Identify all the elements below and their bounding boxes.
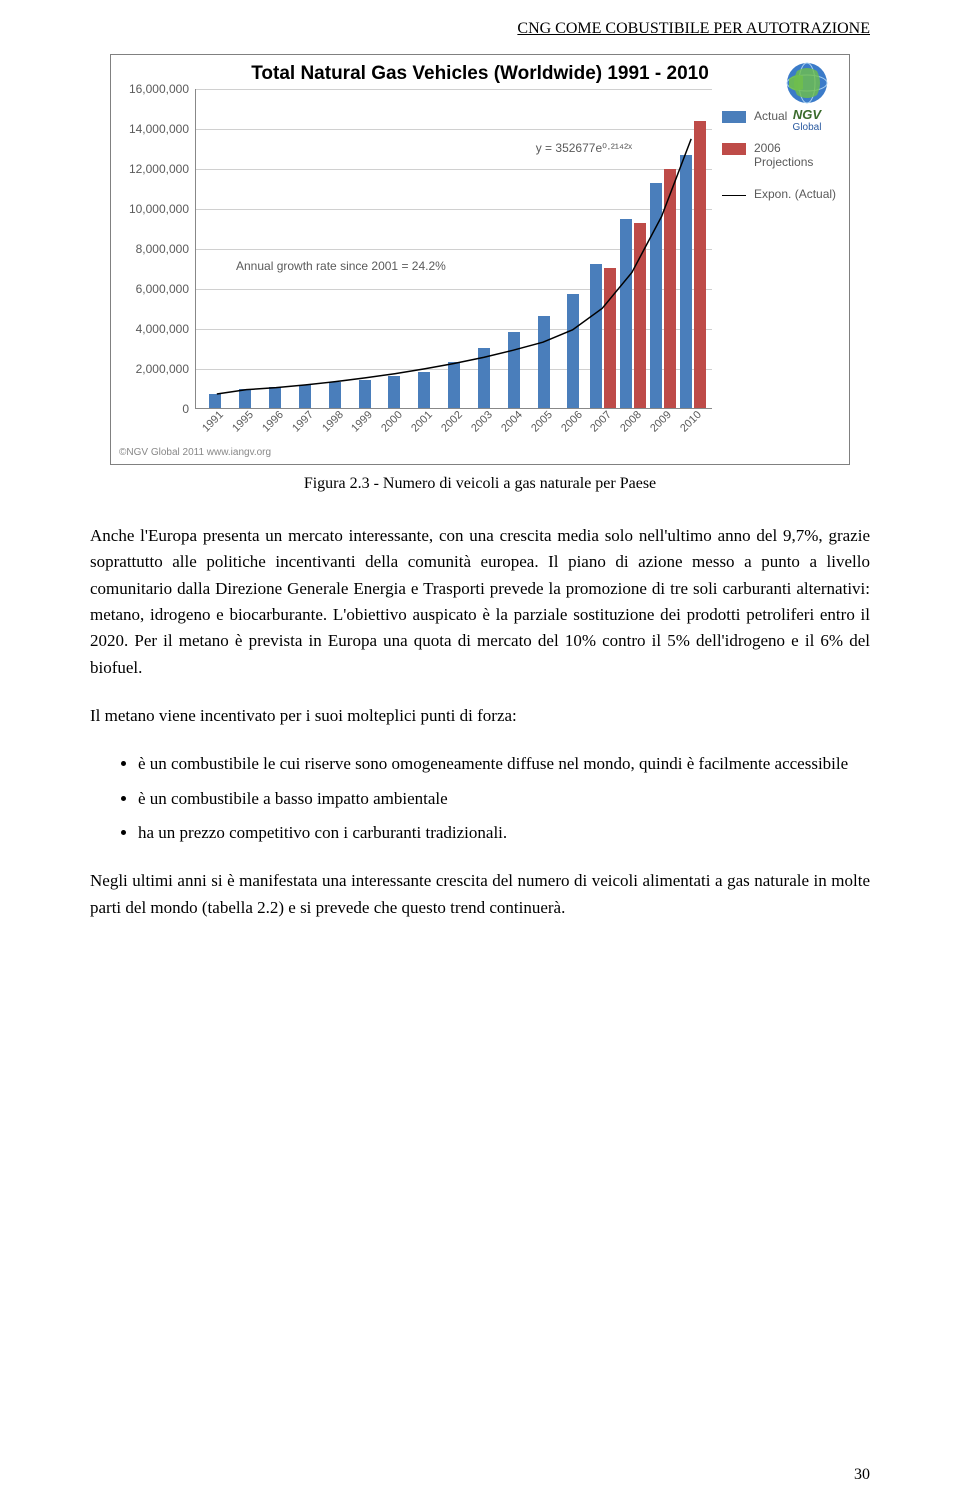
- bar-group: [232, 89, 259, 408]
- swatch-projection: [722, 143, 746, 155]
- bar-actual: [329, 382, 341, 408]
- bars-container: [196, 89, 712, 408]
- y-tick-label: 2,000,000: [136, 362, 189, 376]
- chart-container: Total Natural Gas Vehicles (Worldwide) 1…: [110, 54, 850, 465]
- bar-actual: [508, 332, 520, 408]
- legend-expon-label: Expon. (Actual): [754, 187, 836, 201]
- bar-actual: [239, 389, 251, 408]
- bar-group: [470, 89, 497, 408]
- y-tick-label: 8,000,000: [136, 242, 189, 256]
- bar-actual: [209, 394, 221, 408]
- bar-actual: [269, 387, 281, 408]
- bar-actual: [359, 380, 371, 408]
- bar-group: [351, 89, 378, 408]
- bar-actual: [448, 362, 460, 408]
- y-axis: 02,000,0004,000,0006,000,0008,000,00010,…: [113, 89, 195, 409]
- bar-projection: [634, 223, 646, 408]
- bar-actual: [620, 219, 632, 408]
- swatch-actual: [722, 111, 746, 123]
- bar-actual: [650, 183, 662, 408]
- y-tick-label: 16,000,000: [129, 82, 189, 96]
- bar-group: [620, 89, 647, 408]
- bar-group: [530, 89, 557, 408]
- paragraph-2: Il metano viene incentivato per i suoi m…: [90, 703, 870, 729]
- y-tick-label: 10,000,000: [129, 202, 189, 216]
- legend-projection-label: 2006 Projections: [754, 141, 841, 169]
- bar-group: [560, 89, 587, 408]
- page-header: CNG COME COBUSTIBILE PER AUTOTRAZIONE: [90, 0, 870, 48]
- bar-group: [679, 89, 706, 408]
- legend-projection: 2006 Projections: [722, 141, 841, 169]
- bar-projection: [604, 268, 616, 408]
- bar-projection: [664, 169, 676, 408]
- bar-actual: [418, 372, 430, 408]
- bullet-item: ha un prezzo competitivo con i carburant…: [138, 820, 870, 846]
- legend: Actual 2006 Projections Expon. (Actual): [712, 89, 847, 409]
- bar-group: [381, 89, 408, 408]
- x-axis: 1991199519961997199819992000200120022003…: [113, 409, 847, 441]
- bar-group: [262, 89, 289, 408]
- bar-group: [202, 89, 229, 408]
- bar-group: [500, 89, 527, 408]
- plot-area: y = 352677e⁰·²¹⁴²ˣ Annual growth rate si…: [195, 89, 712, 409]
- bar-actual: [680, 155, 692, 408]
- page-number: 30: [854, 1466, 870, 1484]
- figure-caption: Figura 2.3 - Numero di veicoli a gas nat…: [90, 475, 870, 493]
- y-tick-label: 0: [182, 402, 189, 416]
- y-tick-label: 4,000,000: [136, 322, 189, 336]
- bar-actual: [478, 348, 490, 408]
- paragraph-1: Anche l'Europa presenta un mercato inter…: [90, 523, 870, 681]
- bar-actual: [299, 385, 311, 408]
- bar-actual: [538, 316, 550, 408]
- swatch-expon: [722, 195, 746, 196]
- bar-group: [590, 89, 617, 408]
- bar-group: [649, 89, 676, 408]
- bar-projection: [694, 121, 706, 408]
- paragraph-3: Negli ultimi anni si è manifestata una i…: [90, 868, 870, 921]
- legend-actual: Actual: [722, 109, 841, 123]
- y-tick-label: 12,000,000: [129, 162, 189, 176]
- y-tick-label: 6,000,000: [136, 282, 189, 296]
- legend-expon: Expon. (Actual): [722, 187, 841, 201]
- bar-group: [291, 89, 318, 408]
- bar-actual: [388, 376, 400, 408]
- bullet-item: è un combustibile a basso impatto ambien…: [138, 786, 870, 812]
- bullet-item: è un combustibile le cui riserve sono om…: [138, 751, 870, 777]
- bar-group: [441, 89, 468, 408]
- bar-group: [411, 89, 438, 408]
- bullet-list: è un combustibile le cui riserve sono om…: [90, 751, 870, 846]
- bar-actual: [567, 294, 579, 408]
- bar-group: [321, 89, 348, 408]
- legend-actual-label: Actual: [754, 109, 787, 123]
- chart-title: Total Natural Gas Vehicles (Worldwide) 1…: [113, 57, 847, 89]
- y-tick-label: 14,000,000: [129, 122, 189, 136]
- bar-actual: [590, 264, 602, 408]
